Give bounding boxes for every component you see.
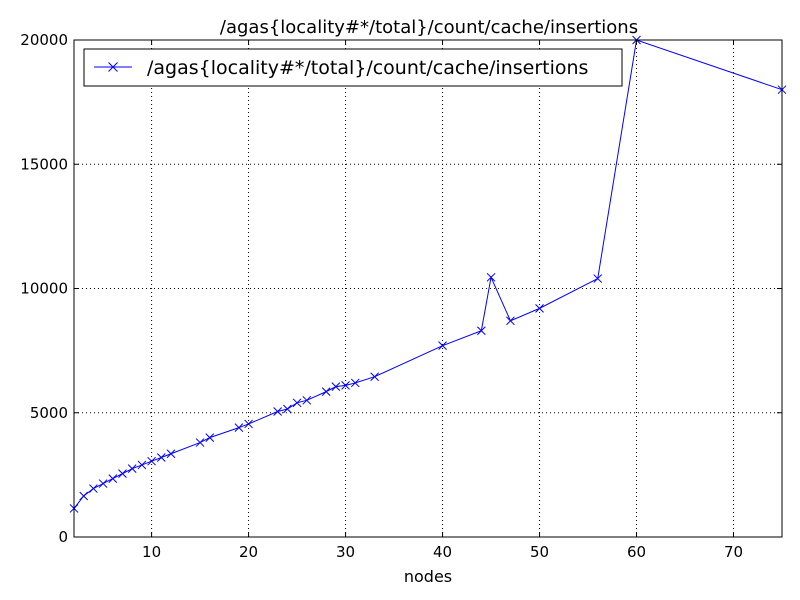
data-point [476, 326, 486, 336]
data-point [341, 381, 350, 390]
legend-marker-icon [108, 62, 118, 72]
x-tick-label: 10 [142, 543, 161, 561]
data-point [350, 378, 360, 388]
legend-box [83, 48, 623, 87]
legend: /agas{locality#*/total}/count/cache/inse… [83, 48, 623, 87]
x-tick-label: 60 [627, 543, 646, 561]
y-tick-label: 20000 [20, 31, 68, 49]
data-point [127, 464, 137, 474]
y-tick-label: 0 [58, 528, 68, 546]
data-point [137, 460, 147, 470]
data-point [108, 474, 118, 483]
legend-label: /agas{locality#*/total}/count/cache/inse… [147, 57, 588, 79]
x-tick-label: 30 [336, 543, 355, 561]
y-tick-label: 15000 [20, 155, 68, 173]
data-point [506, 316, 515, 326]
x-tick-label: 50 [530, 543, 549, 561]
data-point [205, 433, 215, 442]
x-tick-labels: 10 20 30 40 50 60 70 [142, 543, 743, 561]
chart-title: /agas{locality#*/total}/count/cache/inse… [220, 17, 638, 38]
data-point [486, 272, 496, 282]
x-tick-label: 40 [433, 543, 452, 561]
data-point [79, 491, 89, 501]
data-point [283, 404, 292, 414]
data-point [89, 484, 98, 493]
y-tick-label: 5000 [30, 404, 68, 422]
data-point [370, 372, 380, 382]
axis-ticks [74, 39, 782, 538]
data-point [244, 419, 253, 429]
y-tick-labels: 0 5000 10000 15000 20000 [20, 31, 68, 546]
data-point [535, 304, 544, 313]
data-point [147, 456, 156, 466]
data-point [302, 395, 312, 405]
data-point [273, 407, 283, 416]
x-tick-label: 70 [724, 543, 743, 561]
data-point [292, 398, 302, 408]
data-point [156, 453, 166, 462]
plot-frame [73, 39, 783, 538]
data-point [118, 469, 127, 478]
data-point [321, 387, 331, 396]
data-point [438, 341, 447, 351]
series-line-0 [73, 39, 783, 509]
data-point [331, 382, 341, 392]
data-point [234, 423, 244, 433]
series-layer [69, 35, 787, 513]
data-point [593, 274, 603, 283]
data-point [98, 479, 108, 488]
data-point [195, 438, 205, 447]
data-point [166, 449, 176, 459]
x-axis-label: nodes [404, 567, 452, 586]
grid-lines [74, 40, 782, 537]
x-tick-label: 20 [239, 543, 258, 561]
y-tick-label: 10000 [20, 280, 68, 298]
